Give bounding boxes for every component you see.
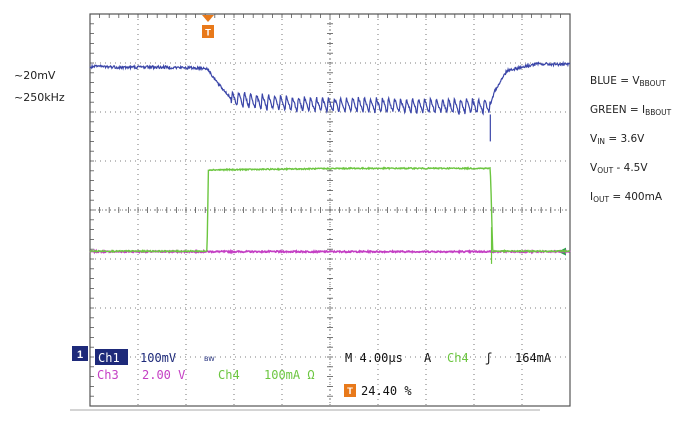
trigger-marker-label: T xyxy=(205,28,211,39)
annotation-noise-amplitude: ~20mV xyxy=(14,69,56,82)
ch1-label-box xyxy=(95,349,128,365)
trace-layer xyxy=(89,60,571,264)
ch4-label: Ch4 xyxy=(218,368,240,382)
trigger-source: Ch4 xyxy=(447,351,469,365)
ch3-label: Ch3 xyxy=(97,368,119,382)
timebase-readout: M 4.00µs xyxy=(345,351,403,365)
trigger-mode: A xyxy=(424,351,432,365)
trigger-position-readout: 24.40 % xyxy=(361,384,412,398)
plot-grid xyxy=(89,13,571,407)
annotation-noise-frequency: ~250kHz xyxy=(14,91,65,104)
trace-ch1-vbbout xyxy=(89,60,571,116)
ch1-scale: 100mV xyxy=(140,351,176,365)
ch3-scale: 2.00 V xyxy=(142,368,185,382)
legend-vout: VOUT - 4.5V xyxy=(590,162,648,175)
legend: BLUE = VBBOUT GREEN = IBBOUT VIN = 3.6V … xyxy=(590,68,671,213)
ch1-coupling-badge: BW xyxy=(204,355,215,363)
legend-blue: BLUE = VBBOUT xyxy=(590,75,666,88)
legend-iout: IOUT = 400mA xyxy=(590,191,663,204)
trigger-position-icon-label: T xyxy=(347,386,353,397)
trigger-position-icon xyxy=(344,384,356,397)
ch4-scale: 100mA Ω xyxy=(264,368,315,382)
trigger-level: 164mA xyxy=(515,351,552,365)
trace-ch4-ibbout xyxy=(89,166,570,254)
legend-vin: VIN = 3.6V xyxy=(590,133,645,146)
ch1-label: Ch1 xyxy=(98,351,120,365)
trigger-slope: ʃ xyxy=(485,351,492,365)
trigger-marker-icon: T xyxy=(202,15,214,39)
ch1-ground-marker xyxy=(72,346,88,361)
legend-green: GREEN = IBBOUT xyxy=(590,104,672,117)
ch1-marker-label: 1 xyxy=(77,349,83,361)
scope-status-bar: 1 Ch1 100mV BW M 4.00µs A Ch4 ʃ 164mA Ch… xyxy=(72,346,552,398)
